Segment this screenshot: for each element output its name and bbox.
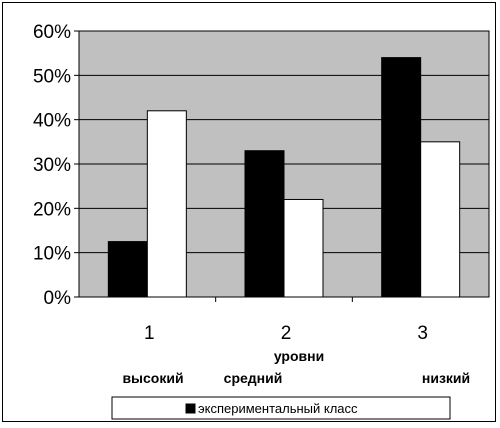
y-tick-label: 60%: [33, 22, 71, 43]
y-tick-label: 0%: [44, 288, 72, 309]
bar-series-1-cat-3: [381, 57, 422, 298]
bar-series-2-cat-2: [283, 198, 324, 298]
category-label: 3: [417, 323, 428, 344]
bar-series-1-cat-2: [244, 150, 285, 298]
legend-label: экспериментальный класс: [198, 401, 358, 416]
level-label-3: низкий: [422, 370, 470, 386]
y-tick-label: 50%: [33, 66, 71, 87]
y-tick-label: 30%: [33, 155, 71, 176]
y-tick-label: 40%: [33, 111, 71, 132]
category-label: 1: [144, 323, 155, 344]
y-tick-label: 10%: [33, 244, 71, 265]
bar-chart: 0% 10% 20% 30% 40% 50% 60% 1 2 3 высокий средний ни…: [33, 22, 490, 420]
bar-series-2-cat-1: [146, 110, 187, 298]
bar-series-1-cat-1: [107, 241, 148, 298]
legend-swatch: [185, 403, 196, 414]
chart-frame: 0% 10% 20% 30% 40% 50% 60% 1 2 3 высокий средний ни…: [2, 2, 496, 422]
group-label: уровни: [274, 348, 324, 364]
level-label-2: средний: [224, 370, 283, 386]
legend-box: [111, 396, 451, 420]
bar-series-2-cat-3: [420, 141, 461, 298]
level-label-1: высокий: [122, 370, 183, 386]
category-label: 2: [281, 323, 292, 344]
y-tick-label: 20%: [33, 199, 71, 220]
